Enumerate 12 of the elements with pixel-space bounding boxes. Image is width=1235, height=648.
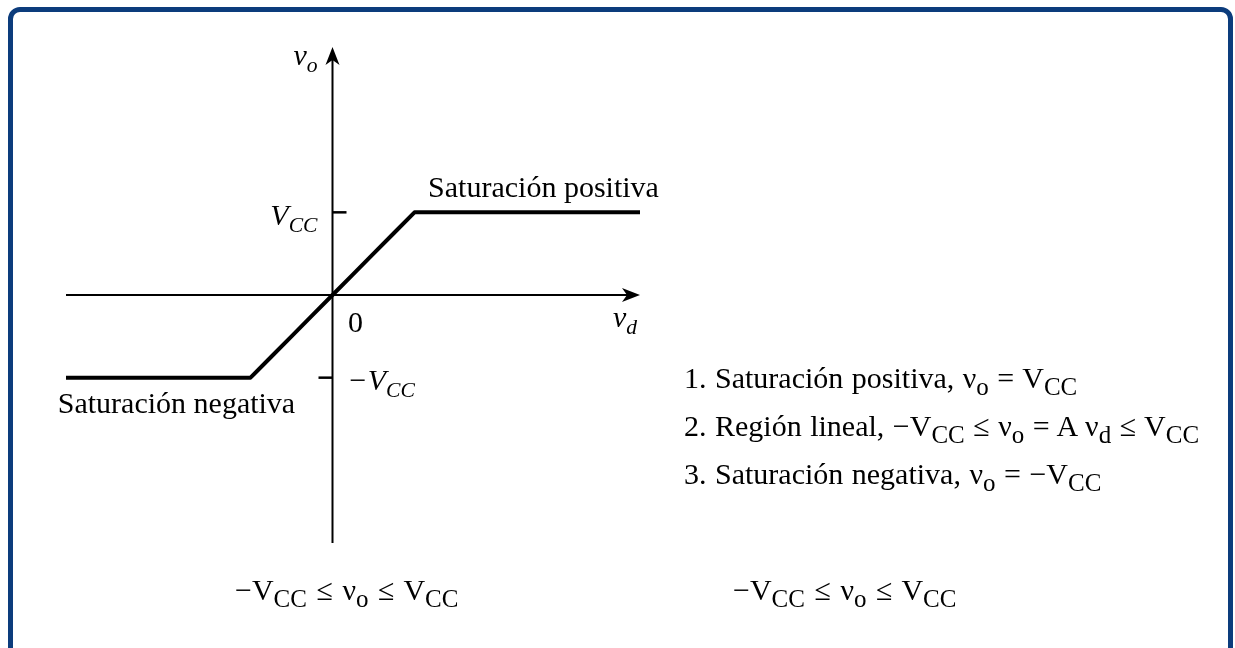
text: 1. Saturación positiva, ν$_{o}$ = V$_{CC}$	[684, 361, 1078, 400]
text: Saturación positiva	[427, 170, 659, 203]
annotation: V$_{CC}$	[269, 198, 318, 237]
x-axis-title: v$_{d}$	[612, 300, 637, 339]
text: 2. Región lineal, −V$_{CC}$ ≤ ν$_{o}$ = A ν$_{d}$ ≤ V$_{CC}$	[684, 409, 1200, 448]
y-axis-title: v$_{o}$	[292, 38, 318, 77]
text: −V$_{CC}$ ≤ ν$_{o}$ ≤ V$_{CC}$	[733, 572, 957, 614]
annotation: −V$_{CC}$	[347, 363, 415, 402]
text: 3. Saturación negativa, ν$_{o}$ = −V$_{CC}$	[684, 456, 1102, 498]
text: Saturación negativa	[57, 386, 295, 419]
annotation: 0	[347, 305, 363, 338]
text: −V$_{CC}$ ≤ ν$_{o}$ ≤ V$_{CC}$	[235, 572, 459, 614]
